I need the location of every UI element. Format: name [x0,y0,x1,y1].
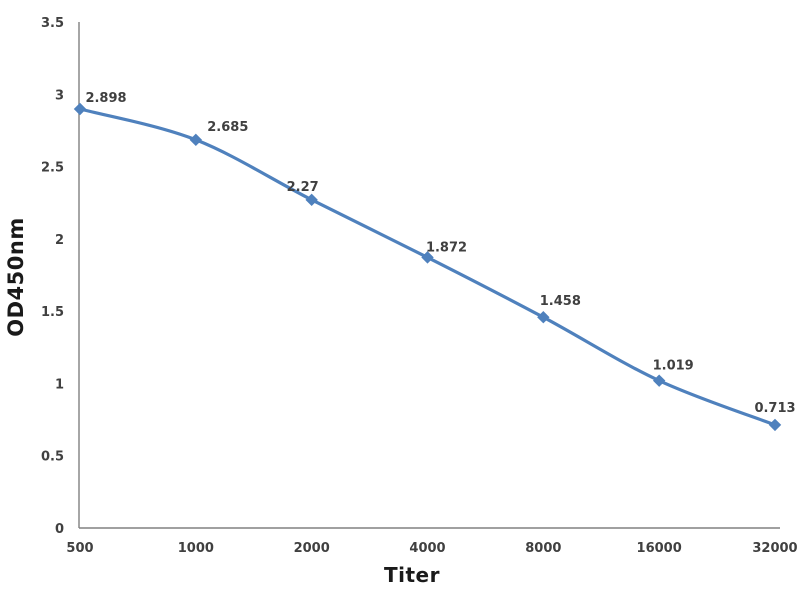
x-tick-label: 4000 [409,541,445,556]
x-tick-label: 1000 [178,541,214,556]
x-tick-label: 500 [66,541,93,556]
data-point-marker [421,251,434,264]
y-tick-label: 1 [55,377,64,392]
x-tick-label: 2000 [294,541,330,556]
data-point-marker [652,374,666,387]
data-point-label: 2.898 [85,91,126,106]
y-tick-label: 0.5 [41,450,64,465]
data-point-marker [768,418,782,432]
data-point-label: 1.019 [653,359,694,374]
y-axis-title: OD450nm [4,217,28,337]
y-tick-label: 3.5 [41,16,64,31]
series-line [78,107,777,427]
data-point-marker [189,133,203,147]
y-tick-label: 3 [55,88,64,103]
data-point-label: 1.872 [426,240,467,255]
y-tick-label: 2.5 [41,161,64,176]
y-tick-label: 2 [55,233,64,248]
data-point-marker [537,311,550,324]
data-point-label: 2.685 [207,120,248,135]
data-point-label: 1.458 [540,294,581,309]
data-point-label: 2.27 [287,180,319,195]
data-point-label: 0.713 [754,401,795,416]
y-tick-label: 1.5 [41,305,64,320]
x-tick-label: 32000 [752,541,797,556]
x-tick-label: 16000 [637,541,682,556]
data-point-marker [305,193,318,207]
x-axis-title: Titer [384,563,440,587]
y-tick-label: 0 [55,522,64,537]
data-point-marker [73,102,87,116]
x-tick-label: 8000 [525,541,561,556]
